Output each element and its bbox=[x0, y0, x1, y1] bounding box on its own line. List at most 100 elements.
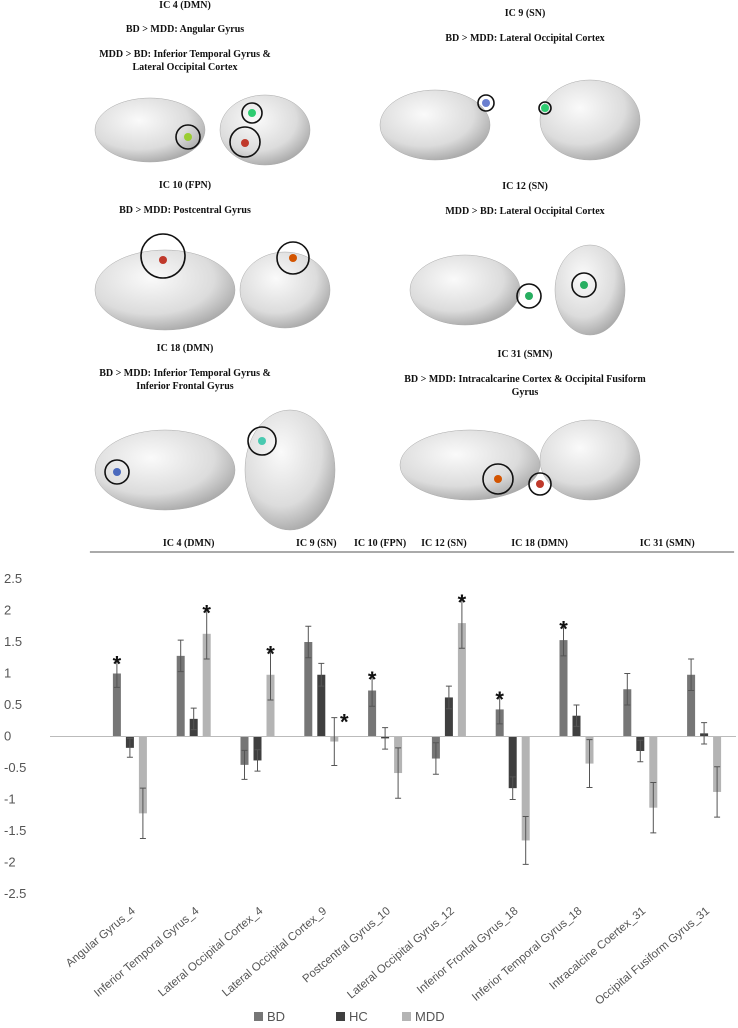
highlight-ring bbox=[528, 472, 552, 496]
activation bbox=[113, 468, 121, 476]
error-bar bbox=[190, 707, 197, 731]
bar bbox=[138, 736, 147, 814]
brain bbox=[554, 244, 626, 336]
panel-text: MDD > BD: Lateral Occipital Cortex bbox=[445, 206, 604, 217]
panel-text: BD > MDD: Lateral Occipital Cortex bbox=[445, 33, 604, 44]
significance-marker: * bbox=[340, 710, 349, 735]
highlight-ring bbox=[104, 459, 130, 485]
panel-text: BD > MDD: Inferior Temporal Gyrus & bbox=[99, 368, 271, 379]
highlight-ring bbox=[241, 102, 263, 124]
error-bar bbox=[458, 597, 465, 649]
significance-marker: * bbox=[202, 601, 211, 626]
group-label: IC 9 (SN) bbox=[296, 538, 337, 549]
highlight-ring bbox=[175, 124, 201, 150]
x-tick-label: Inferior Temporal Gyrus_4 bbox=[92, 905, 202, 1000]
panel-text: Inferior Frontal Gyrus bbox=[136, 381, 234, 392]
error-bar bbox=[318, 662, 325, 687]
significance-marker: * bbox=[559, 616, 568, 641]
error-bar bbox=[624, 673, 631, 706]
activation bbox=[241, 139, 249, 147]
bar bbox=[368, 690, 377, 737]
bar bbox=[687, 674, 696, 737]
group-label: IC 4 (DMN) bbox=[163, 538, 215, 549]
error-bar bbox=[509, 776, 516, 800]
activation bbox=[525, 292, 533, 300]
highlight-ring bbox=[482, 463, 514, 495]
error-bar bbox=[586, 739, 593, 789]
panel-title: IC 18 (DMN) bbox=[157, 343, 214, 354]
y-tick-label: 1.5 bbox=[4, 634, 22, 649]
x-tick-label: Lateral Occipital Cortex_4 bbox=[156, 905, 266, 1000]
highlight-ring bbox=[247, 426, 277, 456]
y-tick-label: 2 bbox=[4, 603, 11, 618]
legend-swatch bbox=[336, 1012, 345, 1021]
bar bbox=[317, 674, 326, 737]
brain bbox=[219, 94, 311, 166]
bar bbox=[521, 736, 530, 841]
y-tick-label: 0 bbox=[4, 729, 11, 744]
activation bbox=[482, 99, 490, 107]
brain bbox=[539, 79, 641, 161]
error-bar bbox=[139, 787, 146, 840]
activation bbox=[258, 437, 266, 445]
panel-title: IC 10 (FPN) bbox=[159, 180, 211, 191]
error-bar bbox=[369, 674, 376, 707]
error-bar bbox=[650, 781, 657, 834]
activation bbox=[541, 104, 549, 112]
error-bar bbox=[126, 737, 133, 758]
group-label: IC 10 (FPN) bbox=[354, 538, 406, 549]
highlight-ring bbox=[276, 241, 310, 275]
highlight-ring bbox=[538, 101, 552, 115]
bar bbox=[266, 674, 275, 737]
highlight-ring bbox=[571, 272, 597, 298]
error-bar bbox=[305, 625, 312, 659]
bar bbox=[176, 655, 185, 737]
brain bbox=[244, 409, 336, 531]
error-bar bbox=[560, 623, 567, 657]
activation bbox=[289, 254, 297, 262]
legend-label: HC bbox=[349, 1009, 368, 1024]
activation bbox=[159, 256, 167, 264]
error-bar bbox=[522, 816, 529, 865]
y-tick-label: -1.5 bbox=[4, 823, 26, 838]
error-bar bbox=[432, 742, 439, 775]
brain bbox=[409, 254, 521, 326]
highlight-ring bbox=[229, 126, 261, 158]
brain bbox=[539, 419, 641, 501]
x-tick-label: Occipital Fusiform Gyrus_31 bbox=[593, 905, 712, 1007]
brain bbox=[94, 429, 236, 511]
y-tick-label: -2 bbox=[4, 855, 16, 870]
x-tick-label: Inferior Frontal Gyrus_18 bbox=[415, 905, 521, 996]
significance-marker: * bbox=[113, 652, 122, 677]
panel-text: Lateral Occipital Cortex bbox=[133, 62, 238, 73]
bar bbox=[253, 736, 262, 761]
bar bbox=[508, 736, 517, 789]
y-tick-label: 0.5 bbox=[4, 697, 22, 712]
bar bbox=[559, 640, 568, 737]
panel-title: IC 4 (DMN) bbox=[159, 0, 211, 11]
error-bar bbox=[701, 722, 708, 745]
bar bbox=[649, 736, 658, 808]
brain bbox=[239, 251, 331, 329]
bar bbox=[202, 633, 211, 737]
y-tick-label: 2.5 bbox=[4, 571, 22, 586]
y-tick-label: -1 bbox=[4, 792, 16, 807]
significance-marker: * bbox=[266, 642, 275, 667]
x-tick-label: Lateral Occipital Cortex_9 bbox=[220, 905, 329, 999]
brain bbox=[94, 97, 206, 163]
panel-title: IC 12 (SN) bbox=[502, 181, 548, 192]
panel-text: BD > MDD: Intracalcarine Cortex & Occipi… bbox=[404, 374, 646, 385]
error-bar bbox=[688, 658, 695, 692]
brain bbox=[399, 429, 541, 501]
highlight-ring bbox=[477, 94, 495, 112]
error-bar bbox=[177, 639, 184, 673]
bar bbox=[457, 623, 466, 737]
panel-text: Gyrus bbox=[512, 387, 539, 398]
activation bbox=[184, 133, 192, 141]
panel-text: MDD > BD: Inferior Temporal Gyrus & bbox=[99, 49, 271, 60]
brain bbox=[94, 249, 236, 331]
error-bar bbox=[637, 739, 644, 763]
error-bar bbox=[241, 749, 248, 780]
